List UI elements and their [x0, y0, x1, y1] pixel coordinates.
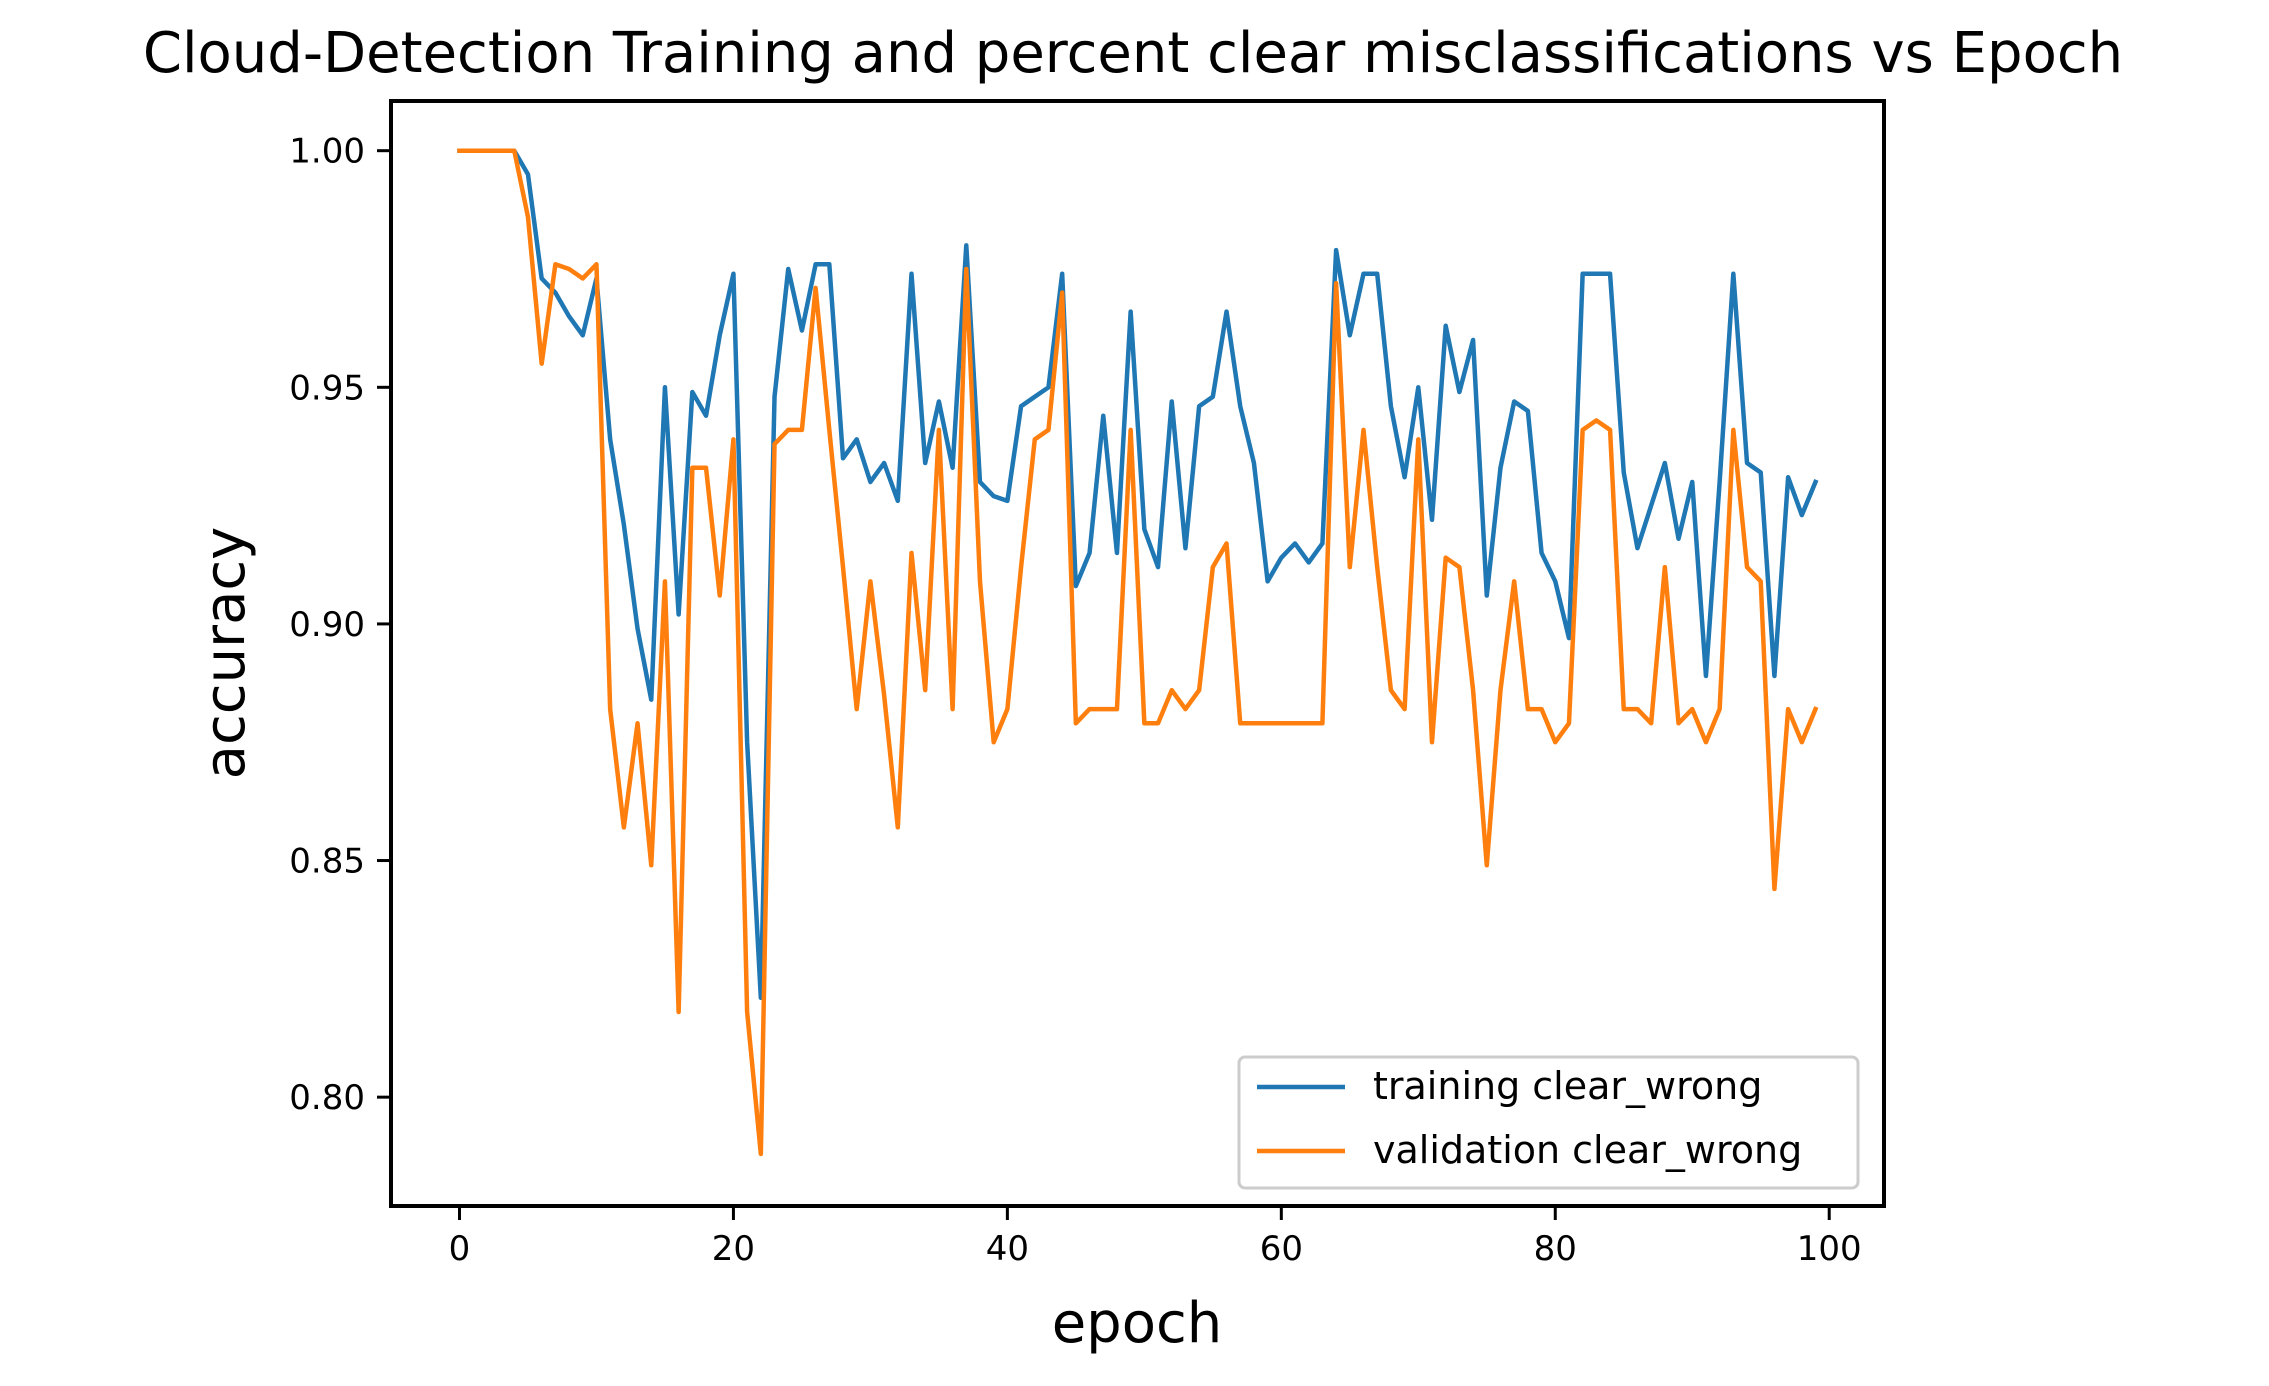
y-axis-label: accuracy	[193, 527, 258, 780]
legend: training clear_wrong validation clear_wr…	[1237, 1055, 1860, 1190]
legend-label-training: training clear_wrong	[1373, 1064, 1762, 1108]
legend-box	[1237, 1055, 1860, 1190]
x-tick-label: 0	[449, 1229, 471, 1269]
x-tick-label: 20	[712, 1229, 755, 1269]
y-tick-label: 1.00	[289, 132, 365, 172]
x-tick-label: 100	[1797, 1229, 1862, 1269]
y-tick-label: 0.95	[289, 368, 365, 408]
plot-frame	[389, 99, 1886, 1208]
y-tick-label: 0.85	[289, 842, 365, 882]
x-axis: 0 20 40 60 80 100	[449, 1206, 1862, 1269]
series-layer	[457, 148, 1819, 1157]
series-line-validation	[457, 148, 1819, 1157]
y-tick-label: 0.80	[289, 1078, 365, 1118]
x-axis-label: epoch	[1052, 1291, 1223, 1356]
x-tick-label: 60	[1260, 1229, 1303, 1269]
y-tick-label: 0.90	[289, 605, 365, 645]
chart-title: Cloud-Detection Training and percent cle…	[143, 21, 2123, 86]
x-tick-label: 40	[986, 1229, 1029, 1269]
y-axis: 0.80 0.85 0.90 0.95 1.00	[289, 132, 391, 1118]
plot-area	[389, 99, 1886, 1208]
series-line-training	[457, 148, 1819, 1001]
legend-label-validation: validation clear_wrong	[1373, 1128, 1802, 1172]
x-tick-label: 80	[1534, 1229, 1577, 1269]
